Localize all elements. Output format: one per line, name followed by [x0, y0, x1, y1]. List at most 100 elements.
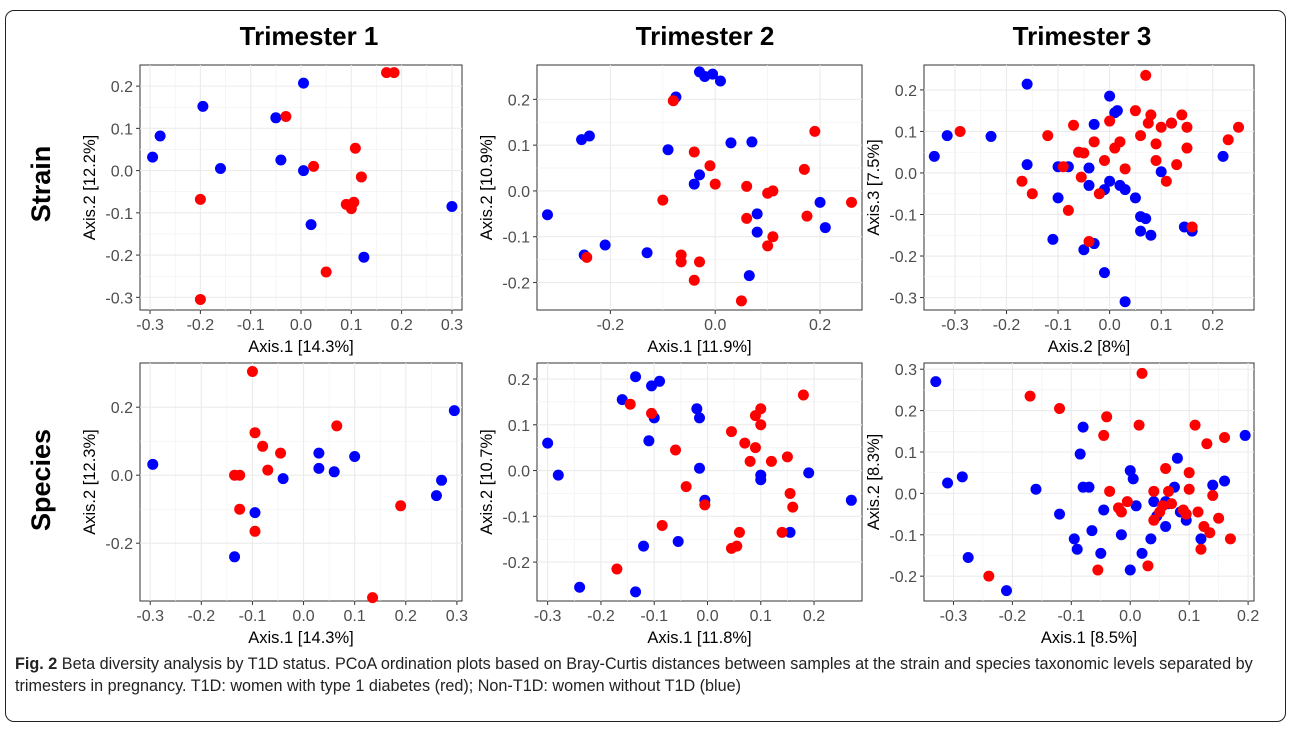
point-t1d	[735, 295, 747, 307]
point-t1d	[1054, 403, 1066, 415]
plot-area	[139, 362, 463, 602]
y-tick-label: 0.0	[111, 164, 133, 181]
x-tick-label: -0.2	[597, 317, 625, 334]
point-non-t1d	[755, 474, 767, 486]
point-t1d	[381, 67, 393, 79]
point-t1d	[320, 266, 332, 278]
point-t1d	[1092, 564, 1104, 576]
scatter-panel: -0.3 -0.2 -0.1 0.0 0.1 0.2 0.2 0.1 0.0 -0.1 -0.2 -0…	[865, 64, 1255, 356]
point-t1d	[1133, 419, 1145, 431]
x-tick-label: 0.0	[696, 608, 718, 625]
x-tick-label: 0.2	[395, 608, 417, 625]
x-axis-label: Axis.1 [14.3%]	[248, 338, 353, 356]
y-tick-label: -0.2	[105, 536, 133, 553]
point-non-t1d	[298, 77, 310, 89]
point-t1d	[611, 563, 623, 575]
point-t1d	[709, 178, 721, 190]
point-t1d	[1189, 419, 1201, 431]
point-t1d	[1042, 130, 1054, 142]
point-non-t1d	[197, 100, 209, 112]
point-t1d	[699, 499, 711, 511]
x-tick-label: 0.2	[803, 608, 825, 625]
x-tick-label: 0.1	[1150, 317, 1172, 334]
point-non-t1d	[1083, 162, 1095, 174]
point-non-t1d	[1217, 150, 1229, 162]
point-t1d	[1129, 105, 1141, 117]
point-t1d	[798, 163, 810, 175]
point-non-t1d	[688, 178, 700, 190]
point-t1d	[1155, 121, 1167, 133]
column-title-trimester-1: Trimester 1	[240, 21, 379, 51]
y-tick-label: 0.1	[895, 124, 917, 141]
point-t1d	[983, 570, 995, 582]
point-t1d	[767, 231, 779, 243]
point-t1d	[249, 525, 261, 537]
point-non-t1d	[358, 251, 370, 263]
point-t1d	[1166, 117, 1177, 129]
x-tick-label: 0.0	[1119, 608, 1141, 625]
x-tick-label: -0.2	[587, 608, 615, 625]
point-non-t1d	[646, 380, 658, 392]
point-t1d	[846, 196, 858, 208]
point-non-t1d	[552, 469, 564, 481]
point-non-t1d	[630, 371, 642, 383]
point-t1d	[755, 403, 767, 415]
plot-area	[536, 362, 863, 602]
point-non-t1d	[1130, 500, 1142, 512]
point-t1d	[1083, 235, 1095, 247]
point-non-t1d	[643, 435, 655, 447]
point-t1d	[767, 185, 779, 197]
point-non-t1d	[1030, 483, 1042, 495]
y-tick-label: -0.2	[889, 569, 917, 586]
point-non-t1d	[654, 375, 666, 387]
y-tick-label: 0.1	[111, 121, 133, 138]
plot-area	[536, 64, 863, 311]
point-t1d	[797, 389, 809, 401]
point-t1d	[755, 419, 767, 431]
point-t1d	[1180, 508, 1192, 520]
point-t1d	[624, 398, 636, 410]
point-t1d	[1195, 543, 1207, 555]
point-non-t1d	[599, 239, 611, 251]
y-tick-label: -0.1	[105, 206, 133, 223]
point-t1d	[1121, 496, 1133, 508]
scatter-panel: -0.2 0.0 0.2 0.2 0.1 0.0 -0.1 -0.2 Axis.1 [11.9%…	[478, 64, 863, 356]
point-t1d	[1163, 485, 1175, 497]
point-t1d	[1160, 463, 1172, 475]
point-non-t1d	[275, 154, 287, 166]
point-non-t1d	[714, 75, 726, 87]
point-non-t1d	[1145, 229, 1157, 241]
x-axis-label: Axis.1 [14.3%]	[248, 629, 353, 647]
point-t1d	[262, 464, 274, 476]
point-t1d	[1142, 117, 1154, 129]
point-non-t1d	[1219, 475, 1231, 487]
column-title-trimester-3: Trimester 3	[1013, 21, 1152, 51]
point-non-t1d	[819, 222, 831, 234]
point-non-t1d	[1074, 448, 1086, 460]
point-t1d	[275, 447, 287, 459]
point-non-t1d	[1095, 547, 1107, 559]
point-non-t1d	[638, 540, 650, 552]
x-tick-label: -0.2	[999, 608, 1027, 625]
point-non-t1d	[313, 462, 325, 474]
point-t1d	[1068, 119, 1080, 131]
figure-caption: Fig. 2 Beta diversity analysis by T1D st…	[15, 653, 1277, 697]
x-tick-label: 0.0	[290, 317, 312, 334]
point-non-t1d	[691, 403, 703, 415]
scatter-panel: -0.3 -0.2 -0.1 0.0 0.1 0.2 0.3 0.2 0.0 -0.2 Axis.1…	[81, 362, 468, 647]
point-non-t1d	[694, 412, 705, 424]
point-t1d	[776, 526, 788, 538]
point-t1d	[646, 407, 658, 419]
point-t1d	[1204, 527, 1216, 539]
point-t1d	[1104, 485, 1116, 497]
point-non-t1d	[1129, 192, 1141, 204]
point-non-t1d	[1119, 184, 1131, 196]
point-non-t1d	[1135, 225, 1147, 237]
y-axis-label: Axis.2 [10.7%]	[478, 429, 496, 534]
y-tick-label: -0.3	[889, 291, 917, 308]
point-t1d	[581, 251, 593, 263]
y-tick-label: 0.2	[508, 372, 530, 389]
point-t1d	[1062, 204, 1074, 216]
point-t1d	[1219, 432, 1231, 444]
point-t1d	[1160, 175, 1172, 187]
